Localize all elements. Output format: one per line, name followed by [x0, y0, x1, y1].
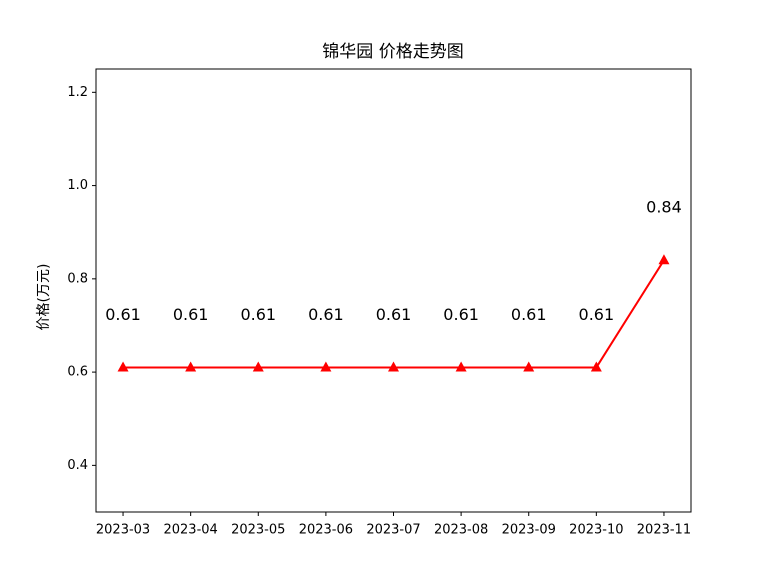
x-tick-label: 2023-11	[637, 523, 691, 538]
marker	[252, 361, 264, 372]
x-tick-label: 2023-07	[366, 523, 420, 538]
y-tick-label: 0.6	[67, 365, 88, 380]
plot-frame	[95, 68, 692, 513]
value-label: 0.61	[511, 305, 547, 324]
marker	[590, 361, 602, 372]
x-tick-label: 2023-03	[96, 523, 150, 538]
x-tick-label: 2023-10	[569, 523, 623, 538]
value-label: 0.61	[579, 305, 615, 324]
value-label: 0.84	[646, 198, 682, 217]
marker	[388, 361, 399, 372]
x-tick-label: 2023-06	[299, 523, 353, 538]
marker	[658, 254, 670, 265]
value-label: 0.61	[443, 305, 479, 324]
y-axis-label: 价格(万元)	[36, 264, 52, 331]
y-tick-label: 1.2	[67, 85, 88, 100]
x-tick-label: 2023-08	[434, 523, 488, 538]
value-label: 0.61	[308, 305, 344, 324]
marker	[523, 361, 535, 372]
y-tick-label: 0.4	[67, 458, 88, 473]
marker	[320, 361, 332, 372]
y-tick-label: 1.0	[67, 178, 88, 193]
value-label: 0.61	[240, 305, 276, 324]
marker	[455, 361, 467, 372]
chart-title: 锦华园 价格走势图	[322, 42, 463, 62]
value-label: 0.61	[173, 305, 209, 324]
y-tick-label: 0.8	[67, 271, 88, 286]
marker	[117, 361, 129, 372]
x-tick-label: 2023-05	[231, 523, 285, 538]
marker	[185, 361, 197, 372]
value-label: 0.61	[105, 305, 141, 324]
value-label: 0.61	[376, 305, 412, 324]
x-tick-label: 2023-09	[502, 523, 556, 538]
x-tick-label: 2023-04	[163, 523, 217, 538]
